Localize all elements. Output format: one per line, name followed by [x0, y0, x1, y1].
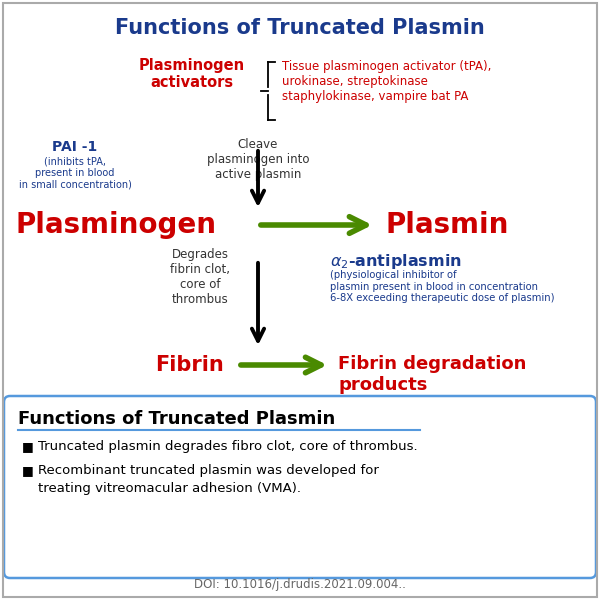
Text: (physiological inhibitor of
plasmin present in blood in concentration
6-8X excee: (physiological inhibitor of plasmin pres…: [330, 270, 554, 303]
Text: Plasmin: Plasmin: [385, 211, 508, 239]
Text: PAI -1: PAI -1: [52, 140, 98, 154]
Text: Plasminogen: Plasminogen: [15, 211, 216, 239]
Text: Degrades
fibrin clot,
core of
thrombus: Degrades fibrin clot, core of thrombus: [170, 248, 230, 306]
Text: Tissue plasminogen activator (tPA),
urokinase, streptokinase
staphylokinase, vam: Tissue plasminogen activator (tPA), urok…: [282, 60, 491, 103]
Text: Truncated plasmin degrades fibro clot, core of thrombus.: Truncated plasmin degrades fibro clot, c…: [38, 440, 418, 453]
Text: Cleave
plasminogen into
active plasmin: Cleave plasminogen into active plasmin: [207, 138, 309, 181]
Text: DOI: 10.1016/j.drudis.2021.09.004..: DOI: 10.1016/j.drudis.2021.09.004..: [194, 578, 406, 591]
Text: ■: ■: [22, 440, 34, 453]
Text: treating vitreomacular adhesion (VMA).: treating vitreomacular adhesion (VMA).: [38, 482, 301, 495]
Text: $\alpha_2$-antiplasmin: $\alpha_2$-antiplasmin: [330, 252, 462, 271]
Text: (inhibits tPA,
present in blood
in small concentration): (inhibits tPA, present in blood in small…: [19, 156, 131, 189]
Text: Functions of Truncated Plasmin: Functions of Truncated Plasmin: [115, 18, 485, 38]
FancyBboxPatch shape: [4, 396, 596, 578]
Text: Fibrin degradation
products: Fibrin degradation products: [338, 355, 526, 394]
Text: Functions of Truncated Plasmin: Functions of Truncated Plasmin: [18, 410, 335, 428]
Text: ■: ■: [22, 464, 34, 477]
Text: Plasminogen
activators: Plasminogen activators: [139, 58, 245, 91]
Text: Fibrin: Fibrin: [155, 355, 224, 375]
Text: Recombinant truncated plasmin was developed for: Recombinant truncated plasmin was develo…: [38, 464, 379, 477]
